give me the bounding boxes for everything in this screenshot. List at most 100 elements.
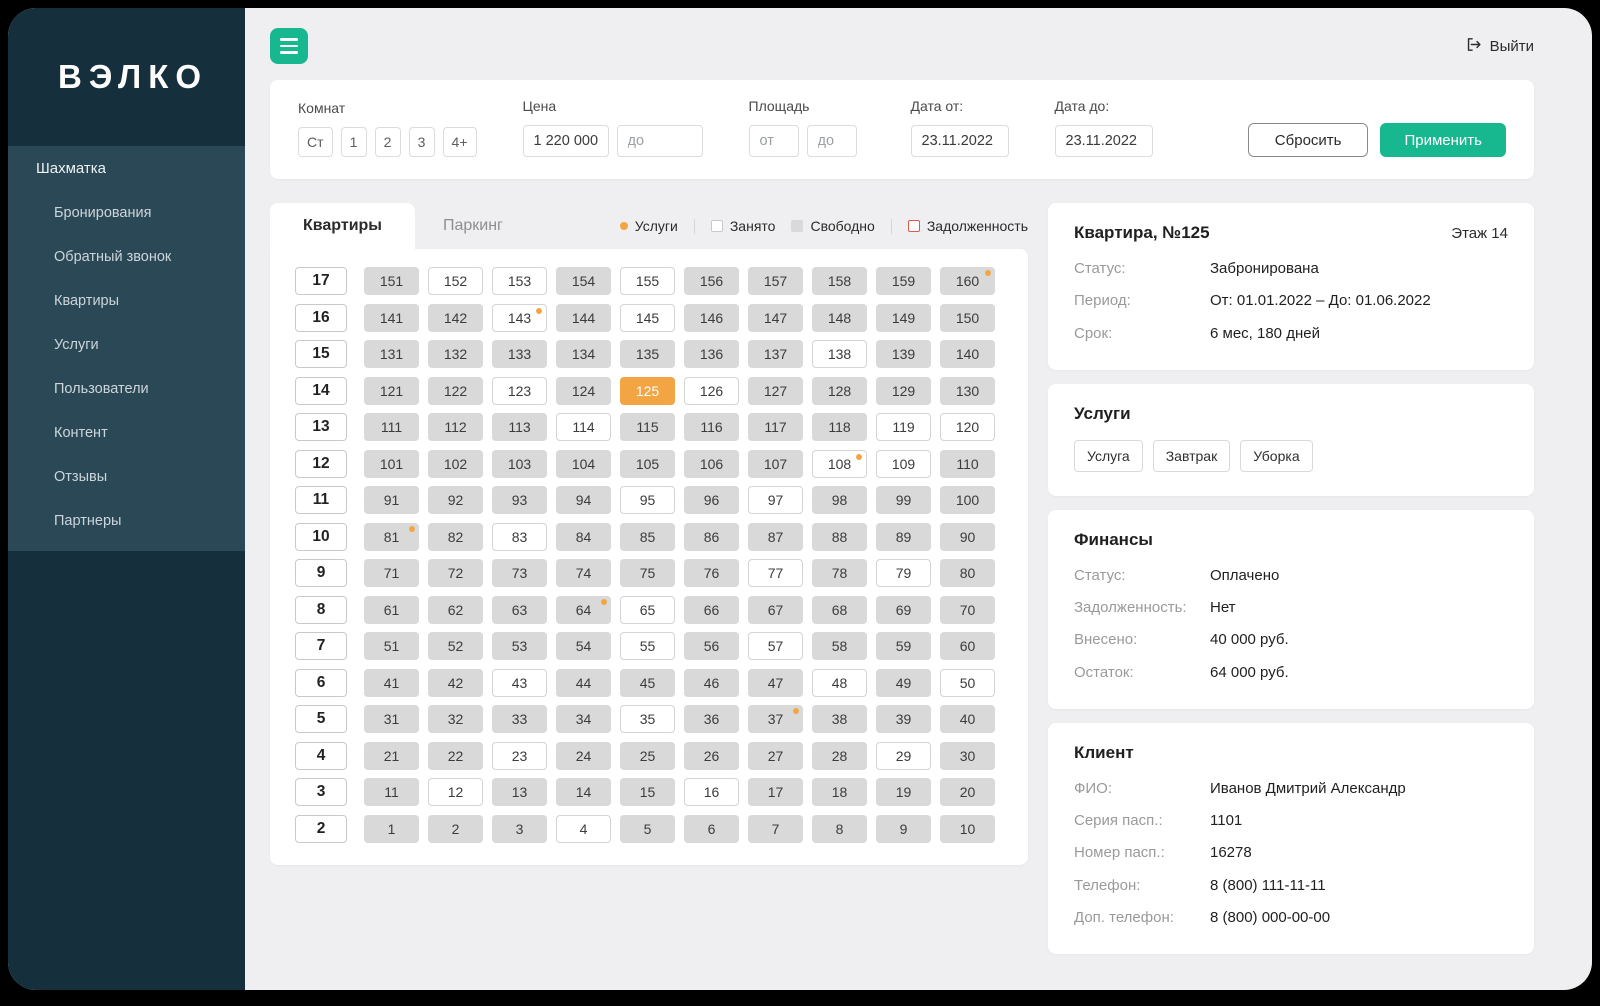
- rooms-option-Ст[interactable]: Ст: [298, 127, 333, 157]
- area-to-input[interactable]: [806, 125, 857, 157]
- apartment-cell-10[interactable]: 10: [940, 814, 995, 843]
- rooms-option-1[interactable]: 1: [340, 127, 367, 157]
- apartment-cell-86[interactable]: 86: [684, 522, 739, 551]
- apartment-cell-9[interactable]: 9: [876, 814, 931, 843]
- apartment-cell-38[interactable]: 38: [812, 705, 867, 733]
- apartment-cell-16[interactable]: 16: [684, 778, 739, 806]
- apartment-cell-45[interactable]: 45: [620, 668, 675, 697]
- hamburger-menu-button[interactable]: [270, 28, 308, 64]
- apartment-cell-8[interactable]: 8: [812, 814, 867, 843]
- apartment-cell-19[interactable]: 19: [876, 778, 931, 806]
- apartment-cell-57[interactable]: 57: [748, 632, 803, 660]
- apartment-cell-128[interactable]: 128: [812, 376, 867, 405]
- rooms-option-3[interactable]: 3: [408, 127, 435, 157]
- apartment-cell-118[interactable]: 118: [812, 413, 867, 441]
- apartment-cell-63[interactable]: 63: [492, 595, 547, 624]
- apartment-cell-75[interactable]: 75: [620, 559, 675, 587]
- apartment-cell-83[interactable]: 83: [492, 522, 547, 551]
- apartment-cell-99[interactable]: 99: [876, 486, 931, 514]
- apartment-cell-54[interactable]: 54: [556, 632, 611, 660]
- apartment-cell-79[interactable]: 79: [876, 559, 931, 587]
- apartment-cell-3[interactable]: 3: [492, 814, 547, 843]
- apartment-cell-61[interactable]: 61: [364, 595, 419, 624]
- apartment-cell-62[interactable]: 62: [428, 595, 483, 624]
- apartment-cell-37[interactable]: 37: [748, 705, 803, 733]
- apartment-cell-76[interactable]: 76: [684, 559, 739, 587]
- apartment-cell-127[interactable]: 127: [748, 376, 803, 405]
- apartment-cell-67[interactable]: 67: [748, 595, 803, 624]
- apartment-cell-64[interactable]: 64: [556, 595, 611, 624]
- apartment-cell-123[interactable]: 123: [492, 376, 547, 405]
- sidebar-item-8[interactable]: Партнеры: [54, 513, 122, 529]
- apartment-cell-66[interactable]: 66: [684, 595, 739, 624]
- price-to-input[interactable]: [616, 125, 703, 157]
- apartment-cell-56[interactable]: 56: [684, 632, 739, 660]
- apartment-cell-146[interactable]: 146: [684, 303, 739, 332]
- apartment-cell-116[interactable]: 116: [684, 413, 739, 441]
- apartment-cell-124[interactable]: 124: [556, 376, 611, 405]
- apartment-cell-114[interactable]: 114: [556, 413, 611, 441]
- apartment-cell-156[interactable]: 156: [684, 267, 739, 295]
- apartment-cell-1[interactable]: 1: [364, 814, 419, 843]
- service-chip-3[interactable]: Уборка: [1240, 439, 1313, 472]
- apartment-cell-65[interactable]: 65: [620, 595, 675, 624]
- apartment-cell-138[interactable]: 138: [812, 340, 867, 368]
- sidebar-item-7[interactable]: Отзывы: [54, 469, 108, 485]
- apartment-cell-43[interactable]: 43: [492, 668, 547, 697]
- apartment-cell-27[interactable]: 27: [748, 741, 803, 770]
- sidebar-item-2[interactable]: Обратный звонок: [54, 249, 172, 265]
- apartment-cell-44[interactable]: 44: [556, 668, 611, 697]
- apartment-cell-28[interactable]: 28: [812, 741, 867, 770]
- apartment-cell-148[interactable]: 148: [812, 303, 867, 332]
- apartment-cell-147[interactable]: 147: [748, 303, 803, 332]
- apartment-cell-100[interactable]: 100: [940, 486, 995, 514]
- apartment-cell-39[interactable]: 39: [876, 705, 931, 733]
- apartment-cell-2[interactable]: 2: [428, 814, 483, 843]
- apartment-cell-82[interactable]: 82: [428, 522, 483, 551]
- apartment-cell-93[interactable]: 93: [492, 486, 547, 514]
- apartment-cell-139[interactable]: 139: [876, 340, 931, 368]
- apartment-cell-153[interactable]: 153: [492, 267, 547, 295]
- apartment-cell-42[interactable]: 42: [428, 668, 483, 697]
- apartment-cell-71[interactable]: 71: [364, 559, 419, 587]
- apartment-cell-136[interactable]: 136: [684, 340, 739, 368]
- reset-button[interactable]: Сбросить: [1247, 123, 1369, 157]
- apartment-cell-106[interactable]: 106: [684, 449, 739, 478]
- apartment-cell-78[interactable]: 78: [812, 559, 867, 587]
- apartment-cell-89[interactable]: 89: [876, 522, 931, 551]
- apartment-cell-52[interactable]: 52: [428, 632, 483, 660]
- apartment-cell-23[interactable]: 23: [492, 741, 547, 770]
- apartment-cell-13[interactable]: 13: [492, 778, 547, 806]
- sidebar-item-1[interactable]: Бронирования: [54, 205, 152, 221]
- sidebar-item-4[interactable]: Услуги: [54, 337, 99, 353]
- apartment-cell-145[interactable]: 145: [620, 303, 675, 332]
- apartment-cell-49[interactable]: 49: [876, 668, 931, 697]
- apartment-cell-35[interactable]: 35: [620, 705, 675, 733]
- tab-apartments[interactable]: Квартиры: [270, 203, 415, 249]
- apartment-cell-152[interactable]: 152: [428, 267, 483, 295]
- apartment-cell-143[interactable]: 143: [492, 303, 547, 332]
- apartment-cell-131[interactable]: 131: [364, 340, 419, 368]
- apartment-cell-126[interactable]: 126: [684, 376, 739, 405]
- rooms-option-2[interactable]: 2: [374, 127, 401, 157]
- apartment-cell-87[interactable]: 87: [748, 522, 803, 551]
- apartment-cell-111[interactable]: 111: [364, 413, 419, 441]
- apartment-cell-60[interactable]: 60: [940, 632, 995, 660]
- tab-parking[interactable]: Паркинг: [442, 217, 503, 234]
- apartment-cell-121[interactable]: 121: [364, 376, 419, 405]
- apartment-cell-34[interactable]: 34: [556, 705, 611, 733]
- apartment-cell-84[interactable]: 84: [556, 522, 611, 551]
- apartment-cell-21[interactable]: 21: [364, 741, 419, 770]
- apartment-cell-132[interactable]: 132: [428, 340, 483, 368]
- apartment-cell-5[interactable]: 5: [620, 814, 675, 843]
- apartment-cell-141[interactable]: 141: [364, 303, 419, 332]
- apartment-cell-11[interactable]: 11: [364, 778, 419, 806]
- apartment-cell-159[interactable]: 159: [876, 267, 931, 295]
- apartment-cell-105[interactable]: 105: [620, 449, 675, 478]
- apartment-cell-157[interactable]: 157: [748, 267, 803, 295]
- apartment-cell-151[interactable]: 151: [364, 267, 419, 295]
- apartment-cell-117[interactable]: 117: [748, 413, 803, 441]
- sidebar-item-5[interactable]: Пользователи: [54, 381, 149, 397]
- price-from-input[interactable]: [522, 125, 609, 157]
- apartment-cell-7[interactable]: 7: [748, 814, 803, 843]
